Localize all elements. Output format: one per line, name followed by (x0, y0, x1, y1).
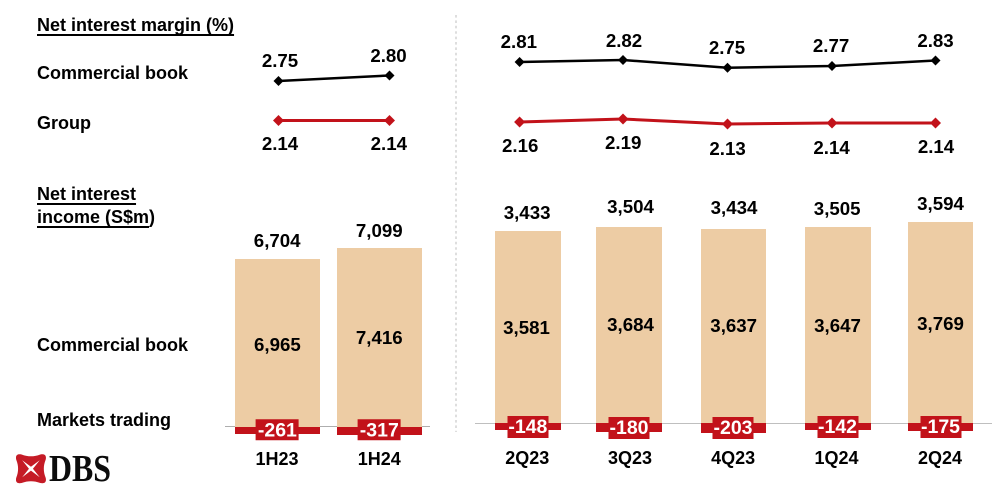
svg-text:DBS: DBS (49, 454, 111, 484)
